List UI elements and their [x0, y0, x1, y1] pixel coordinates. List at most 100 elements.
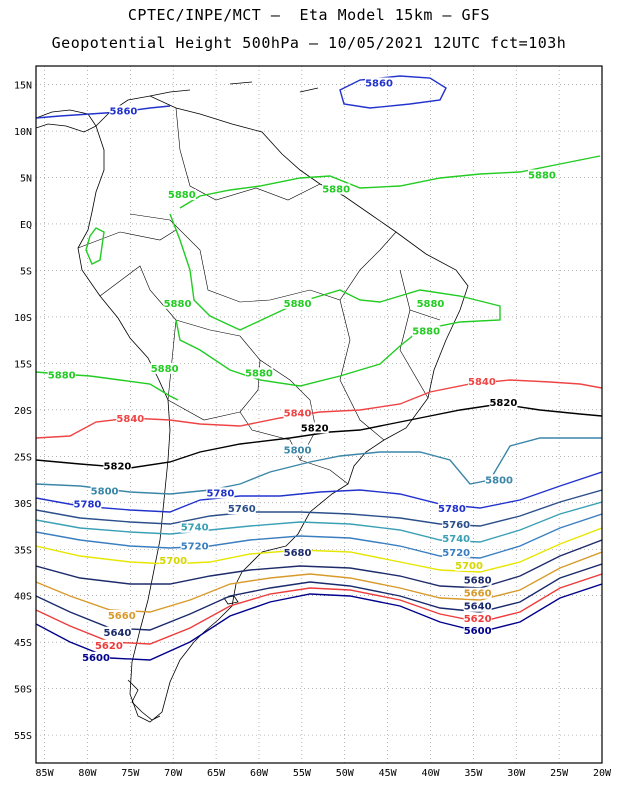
contour-label: 5620	[464, 614, 492, 625]
lon-tick-label: 45W	[379, 768, 398, 779]
contour-label-bg	[103, 626, 132, 638]
contour-label-bg	[94, 639, 123, 651]
contour-label: 5600	[82, 653, 110, 664]
contour-5880	[179, 155, 601, 209]
contour-label-bg	[163, 297, 192, 309]
contour-label-bg	[416, 297, 445, 309]
lat-tick-label: 40S	[14, 592, 32, 603]
contour-label-bg	[463, 587, 492, 599]
lon-tick-label: 75W	[121, 768, 140, 779]
country-borders	[77, 107, 441, 485]
lon-tick-label: 30W	[507, 768, 526, 779]
contour-label: 5800	[485, 475, 513, 486]
contour-5620	[36, 573, 602, 645]
contour-label-bg	[455, 559, 484, 571]
contour-label: 5880	[48, 370, 76, 381]
contour-label: 5660	[464, 589, 492, 600]
contour-5780	[36, 471, 602, 513]
contour-label: 5880	[284, 299, 312, 310]
lon-tick-label: 50W	[336, 768, 355, 779]
lon-tick-label: 25W	[550, 768, 569, 779]
contour-label-bg	[463, 612, 492, 624]
lat-tick-label: 35S	[14, 545, 32, 556]
lon-tick-label: 40W	[421, 768, 440, 779]
contour-label: 5860	[110, 106, 138, 117]
contour-label-bg	[159, 555, 188, 567]
contour-5880-ecuador	[85, 227, 105, 265]
contour-label-bg	[206, 487, 235, 499]
contour-label: 5620	[95, 641, 123, 652]
lat-tick-label: 15S	[14, 359, 32, 370]
lon-tick-label: 80W	[78, 768, 97, 779]
contour-label: 5780	[206, 488, 234, 499]
central-america-coastline	[36, 109, 97, 133]
contour-label: 5600	[464, 626, 492, 637]
contour-5680	[36, 539, 602, 589]
contour-5880-inner	[169, 213, 501, 387]
tierra-del-fuego	[127, 679, 161, 721]
contour-label-bg	[283, 546, 312, 558]
contour-label: 5820	[104, 461, 132, 472]
map-frame	[35, 65, 603, 764]
contour-label: 5860	[365, 79, 393, 90]
falkland-islands	[223, 595, 239, 605]
contour-label-bg	[442, 532, 471, 544]
contour-label: 5880	[322, 184, 350, 195]
lat-tick-label: 10N	[14, 127, 32, 138]
contour-lines	[36, 75, 602, 661]
contour-label: 5840	[116, 414, 144, 425]
contour-label: 5740	[442, 534, 470, 545]
contour-label-bg	[47, 369, 76, 381]
contour-label: 5880	[417, 299, 445, 310]
contour-5760	[36, 489, 602, 527]
lat-tick-label: 15N	[14, 81, 32, 92]
contour-5720	[36, 513, 602, 559]
contour-label: 5660	[108, 611, 136, 622]
contour-label: 5720	[181, 541, 209, 552]
lon-tick-label: 85W	[36, 768, 55, 779]
lon-tick-label: 70W	[164, 768, 183, 779]
contour-label-bg	[437, 503, 466, 515]
lat-tick-label: EQ	[20, 220, 32, 231]
contour-label-bg	[283, 407, 312, 419]
contour-label: 5780	[438, 504, 466, 515]
contour-label: 5740	[181, 523, 209, 534]
contour-label: 5880	[412, 327, 440, 338]
contour-label-bg	[463, 624, 492, 636]
lat-tick-label: 5N	[20, 174, 32, 185]
lon-tick-label: 55W	[293, 768, 312, 779]
contour-label-bg	[489, 397, 518, 409]
contour-label: 5880	[245, 368, 273, 379]
contour-label: 5880	[151, 364, 179, 375]
contour-label: 5760	[442, 520, 470, 531]
contour-label-bg	[283, 297, 312, 309]
contour-label: 5820	[301, 423, 329, 434]
lat-tick-label: 55S	[14, 731, 32, 742]
contour-5860-north	[36, 105, 171, 119]
lat-tick-label: 10S	[14, 313, 32, 324]
contour-5740	[36, 501, 602, 543]
contour-label: 5800	[284, 446, 312, 457]
contour-label-bg	[300, 422, 329, 434]
contour-label: 5840	[284, 408, 312, 419]
contour-label: 5720	[442, 548, 470, 559]
lat-tick-label: 25S	[14, 452, 32, 463]
lat-tick-label: 45S	[14, 638, 32, 649]
lat-tick-label: 50S	[14, 685, 32, 696]
contour-label-bg	[412, 325, 441, 337]
contour-label-bg	[467, 375, 496, 387]
contour-label: 5820	[489, 398, 517, 409]
contour-label: 5640	[464, 602, 492, 613]
contour-label-bg	[109, 105, 138, 117]
contour-5700	[36, 527, 602, 573]
axis-tick-labels: 15N 10N 5N EQ 5S 10S 15S 20S 25S 30S 35S 40S 45S 50S 5…	[14, 81, 612, 779]
contour-label-bg	[82, 651, 111, 663]
contour-label-bg	[365, 77, 394, 89]
south-america-coastline	[77, 95, 469, 723]
lat-tick-label: 5S	[20, 266, 32, 277]
contour-label-bg	[463, 600, 492, 612]
contour-5820	[36, 403, 602, 469]
contour-label-bg	[167, 189, 196, 201]
contour-label-bg	[442, 518, 471, 530]
